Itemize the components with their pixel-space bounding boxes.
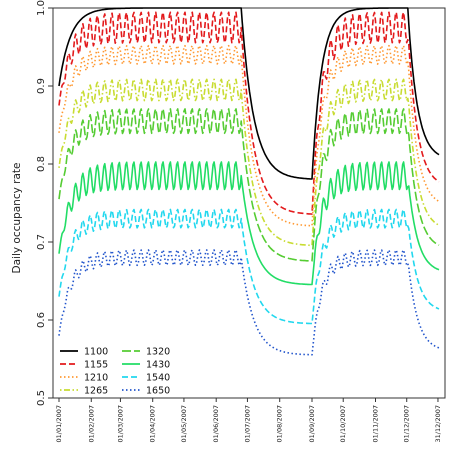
- y-axis: 0.5 0.6 0.7 0.8 0.9 1.0: [36, 0, 53, 406]
- x-tick-label: 01/04/2007: [149, 405, 157, 442]
- series-line-1540: [58, 208, 440, 325]
- plot-frame: [52, 7, 446, 399]
- y-tick-label: 0.9: [36, 78, 47, 94]
- x-tick-label: 01/07/2007: [243, 405, 251, 442]
- x-tick-label: 01/02/2007: [87, 405, 95, 442]
- x-tick-label: 01/09/2007: [308, 405, 316, 442]
- legend-label-1430: 1430: [146, 360, 170, 371]
- legend-label-1540: 1540: [146, 373, 170, 384]
- y-tick-label: 0.5: [36, 390, 47, 406]
- legend-label-1100: 1100: [84, 347, 108, 358]
- series-line-1100: [58, 7, 440, 180]
- series-line-1265: [58, 78, 440, 247]
- series-line-1155: [58, 11, 440, 215]
- y-tick-label: 0.6: [36, 312, 47, 328]
- legend-label-1320: 1320: [146, 347, 170, 358]
- x-tick-label: 01/03/2007: [116, 405, 124, 442]
- y-tick-label: 0.7: [36, 234, 47, 250]
- series-line-1210: [58, 44, 440, 227]
- x-tick-label: 01/12/2007: [403, 405, 411, 442]
- series-line-1650: [58, 249, 440, 356]
- x-tick-label: 01/06/2007: [212, 405, 220, 442]
- y-axis-label: Daily occupancy rate: [11, 163, 23, 274]
- x-tick-label: 01/10/2007: [339, 405, 347, 442]
- y-tick-label: 0.8: [36, 156, 47, 172]
- series-line-1430: [58, 161, 440, 286]
- x-tick-label: 01/11/2007: [371, 405, 379, 442]
- x-tick-label: 01/05/2007: [180, 405, 188, 442]
- x-tick-label: 01/08/2007: [276, 405, 284, 442]
- series-line-1320: [58, 108, 440, 262]
- legend-label-1210: 1210: [84, 373, 108, 384]
- series-layer: [58, 7, 440, 356]
- x-axis: 01/01/2007 01/02/2007 01/03/2007 01/04/2007…: [55, 398, 442, 442]
- x-tick-label: 01/01/2007: [55, 405, 63, 442]
- legend-label-1155: 1155: [84, 360, 108, 371]
- legend: 1100 1155 1210 1265 1320 1430 1540 1650: [60, 347, 170, 397]
- legend-label-1650: 1650: [146, 386, 170, 397]
- x-tick-label: 31/12/2007: [434, 405, 442, 442]
- legend-label-1265: 1265: [84, 386, 108, 397]
- y-tick-label: 1.0: [36, 0, 47, 16]
